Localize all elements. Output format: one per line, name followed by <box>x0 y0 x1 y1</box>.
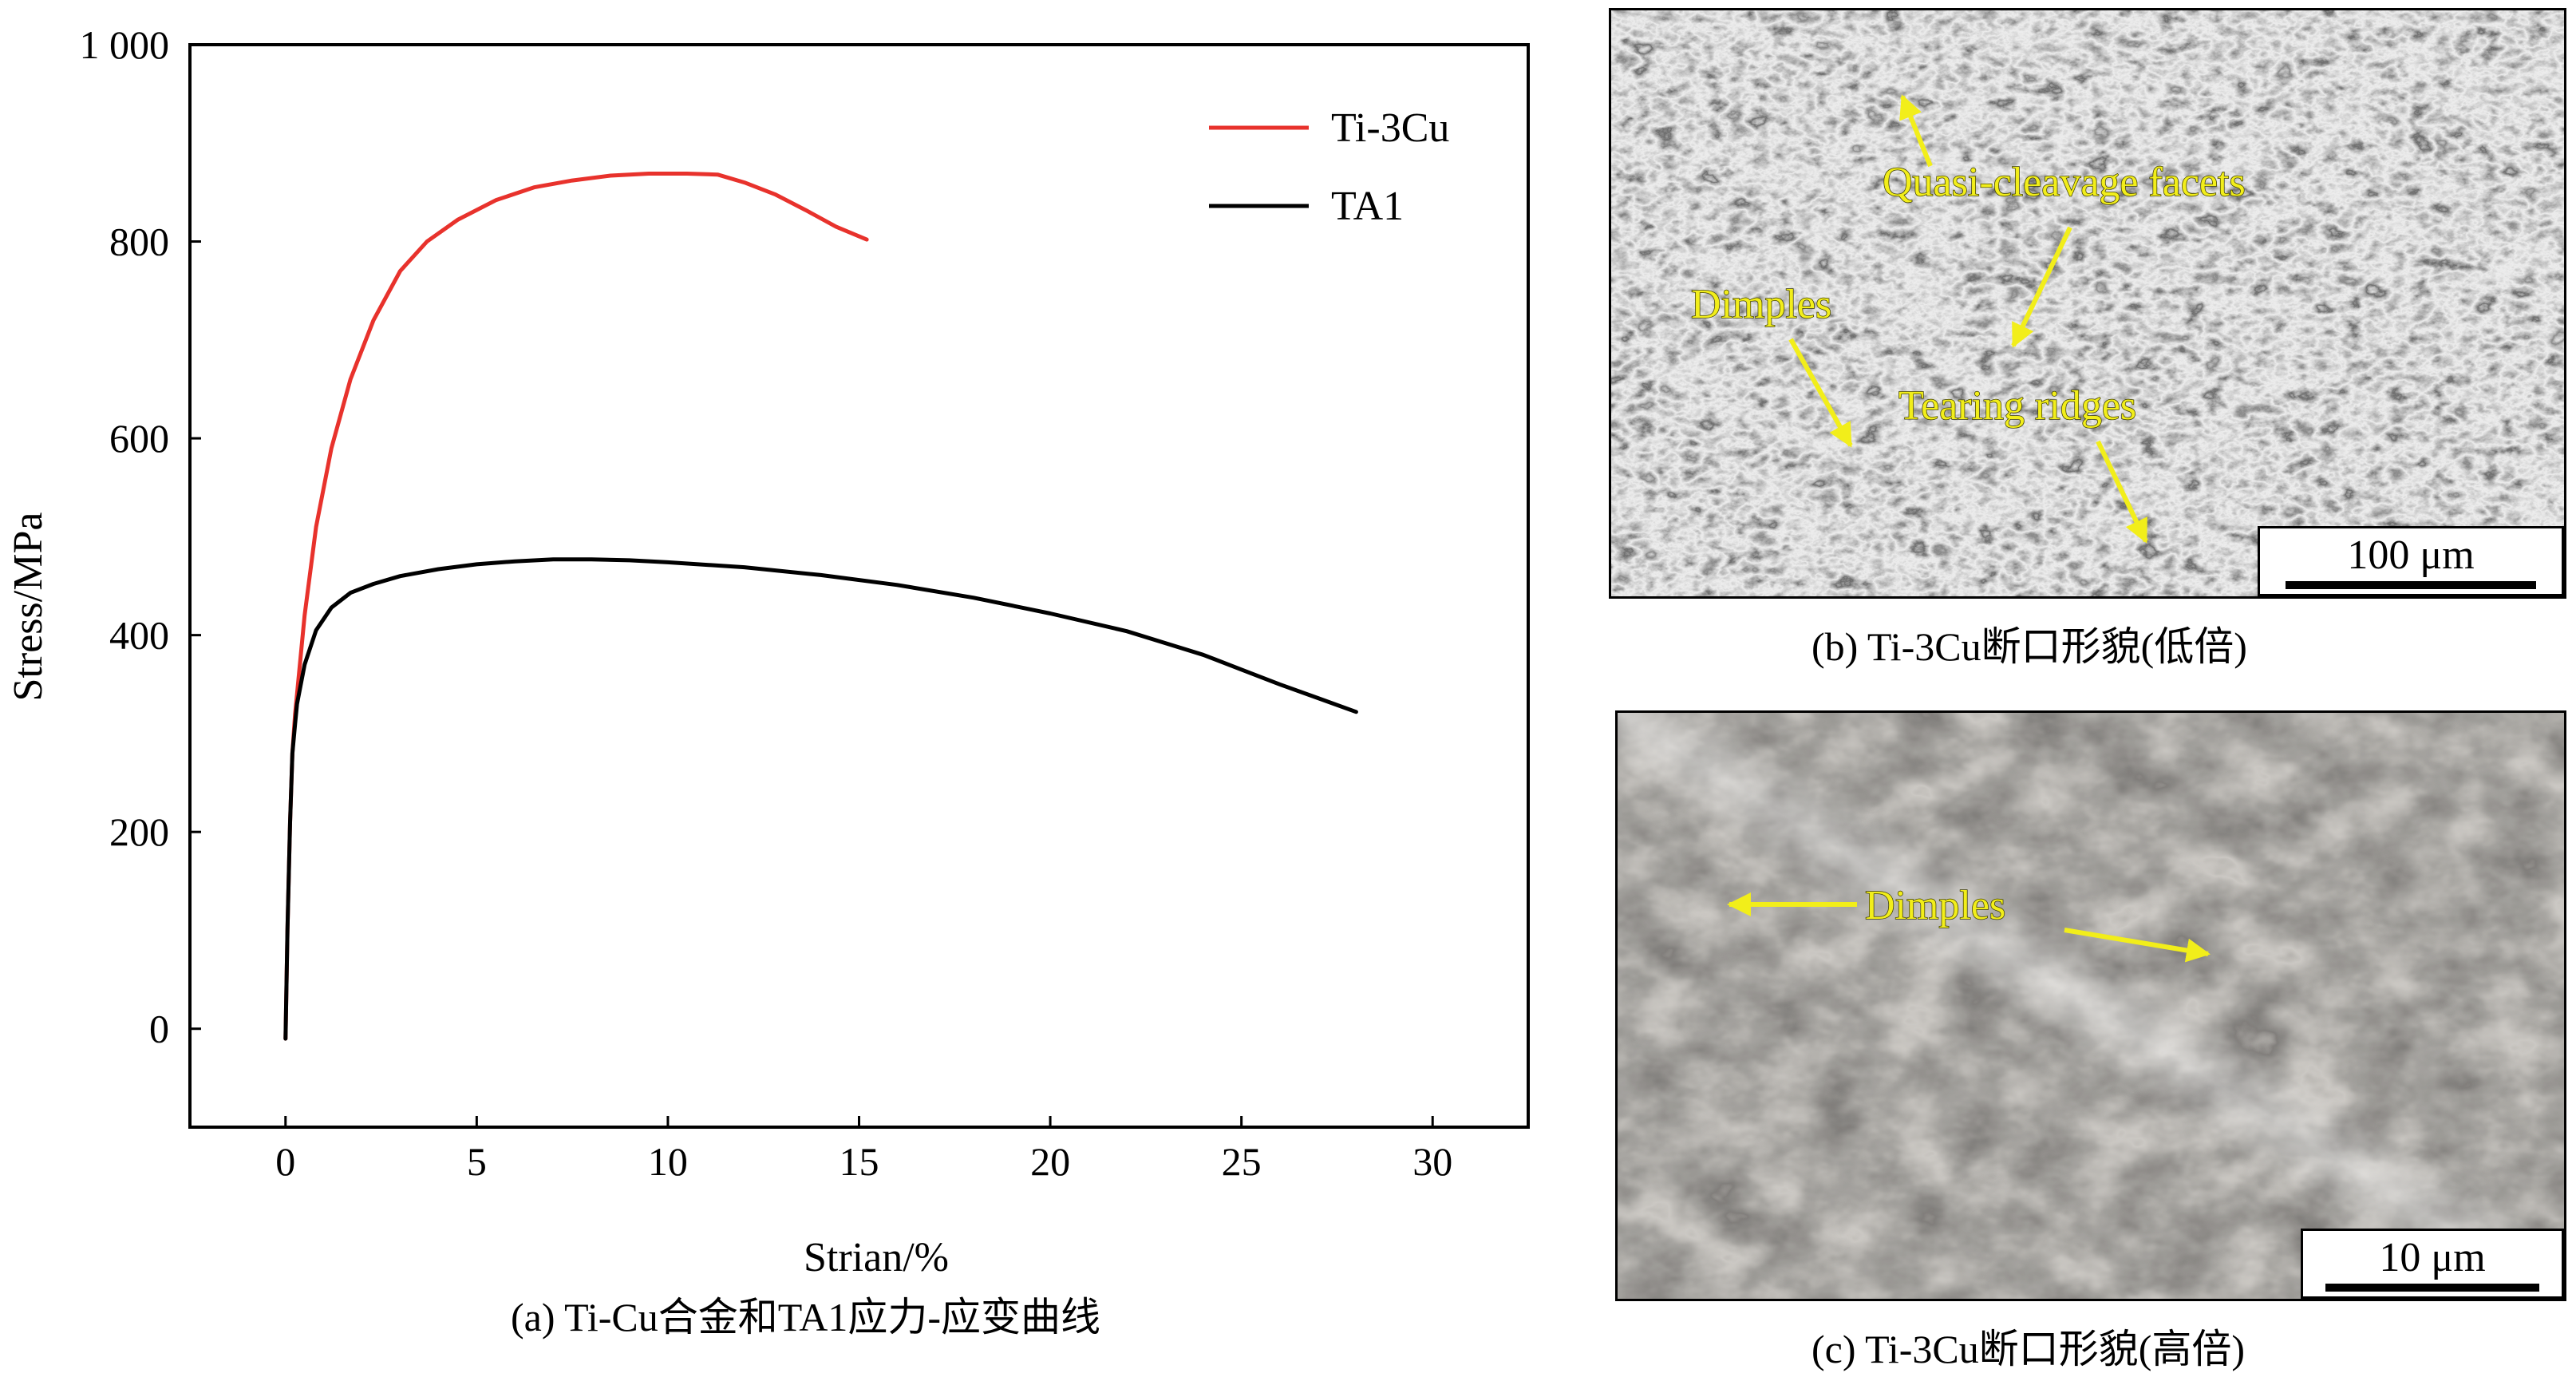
y-tick-label: 0 <box>149 1007 169 1051</box>
y-tick-label: 400 <box>109 613 169 658</box>
annotation-dimples-b: Dimples <box>1691 282 1831 327</box>
x-tick-label: 15 <box>840 1139 879 1184</box>
x-tick-label: 5 <box>467 1139 487 1184</box>
y-tick-label: 200 <box>109 809 169 854</box>
x-tick-label: 25 <box>1222 1139 1262 1184</box>
x-tick-label: 20 <box>1030 1139 1070 1184</box>
annotation-quasi-cleavage: Quasi-cleavage facets <box>1883 160 2246 205</box>
x-tick-label: 10 <box>648 1139 688 1184</box>
scale-bar-label-c: 10 μm <box>2379 1235 2486 1280</box>
stress-strain-chart: 0 5 10 15 20 25 30 0 200 400 600 800 1 000 Ti-3Cu TA1… <box>6 22 1530 1280</box>
series-line-ta1 <box>283 557 1358 1041</box>
scale-bar-box-c: 10 μm <box>2301 1229 2564 1299</box>
sem-image-high-magnification: Dimples 10 μm <box>1615 710 2566 1301</box>
annotation-tearing-ridges: Tearing ridges <box>1898 383 2136 429</box>
scale-bar-box-b: 100 μm <box>2258 526 2564 596</box>
x-tick-label: 30 <box>1412 1139 1452 1184</box>
caption-b: (b) Ti-3Cu断口形貌(低倍) <box>1811 624 2247 669</box>
y-tick-label: 800 <box>109 220 169 264</box>
annotation-arrows-c <box>1727 892 2211 963</box>
series-line-ti-3cu <box>283 172 869 1041</box>
legend-label: TA1 <box>1331 184 1404 229</box>
caption-a: (a) Ti-Cu合金和TA1应力-应变曲线 <box>511 1295 1101 1339</box>
caption-c: (c) Ti-3Cu断口形貌(高倍) <box>1811 1327 2246 1371</box>
y-axis-title: Stress/MPa <box>6 512 51 702</box>
scale-bar-c <box>2325 1284 2539 1292</box>
legend-label: Ti-3Cu <box>1331 105 1449 151</box>
annotation-dimples-c: Dimples <box>1865 883 2005 928</box>
y-tick-label: 600 <box>109 416 169 461</box>
annotation-arrows-b <box>1788 94 2148 544</box>
sem-image-low-magnification: Quasi-cleavage facets Dimples Tearing ri… <box>1609 8 2566 599</box>
scale-bar-label-b: 100 μm <box>2347 532 2475 578</box>
sem-texture-c: Dimples <box>1618 713 2564 1299</box>
y-tick-label: 1 000 <box>80 22 170 67</box>
sem-texture-b: Quasi-cleavage facets Dimples Tearing ri… <box>1611 10 2564 596</box>
plot-frame <box>188 43 1530 1129</box>
x-axis-title: Strian/% <box>804 1235 949 1280</box>
x-tick-label: 0 <box>275 1139 295 1184</box>
scale-bar-b <box>2286 581 2536 589</box>
